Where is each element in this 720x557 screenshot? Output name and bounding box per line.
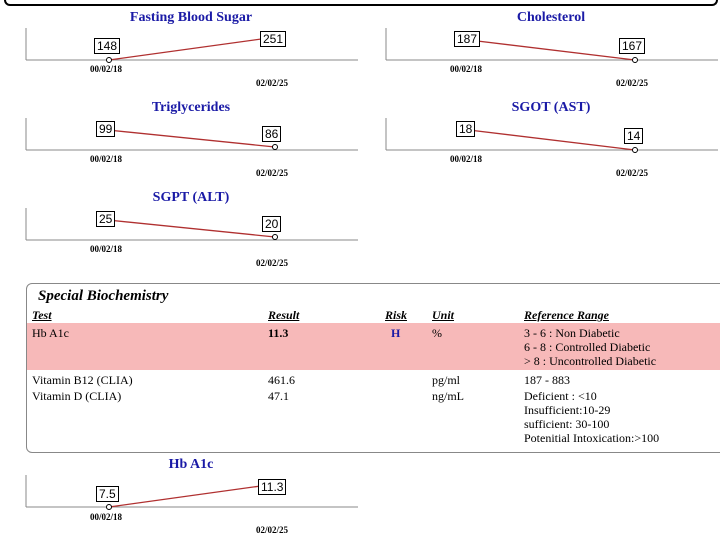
value-label: 187 [454,31,481,47]
value-label: 99 [96,121,116,137]
chart-plot [385,28,718,63]
value-label: 25 [96,211,116,227]
data-point [272,144,278,150]
header-reference: Reference Range [524,308,609,322]
reference-line: 3 - 6 : Non Diabetic [524,326,620,340]
unit: % [432,326,442,340]
date-label: 00/02/18 [450,64,483,74]
trend-line [468,129,636,151]
chart-sgpt-alt: SGPT (ALT) 25 20 00/02/18 02/02/25 [25,190,366,268]
reference-line: Deficient : <10 [524,389,597,403]
chart-triglycerides: Triglycerides 99 86 00/02/18 02/02/25 [25,100,366,178]
chart-plot [25,475,358,510]
date-label: 02/02/25 [256,78,289,88]
header-result: Result [268,308,300,322]
data-point [272,234,278,240]
data-point [632,147,638,153]
reference-line: Potenitial Intoxication:>100 [524,431,660,445]
test-name: Vitamin D (CLIA) [32,389,122,403]
value-label: 86 [262,126,282,142]
chart-sgot-ast: SGOT (AST) 18 14 00/02/18 02/02/25 [385,100,720,178]
result-value: 11.3 [268,326,289,340]
date-label: 02/02/25 [616,78,649,88]
date-label: 00/02/18 [90,64,123,74]
date-label: 02/02/25 [256,258,289,268]
reference-line: 6 - 8 : Controlled Diabetic [524,340,651,354]
chart-plot [25,28,358,63]
chart-plot [25,208,358,241]
result-value: 47.1 [268,389,289,403]
trend-line [108,36,277,61]
date-label: 00/02/18 [90,244,123,254]
chart-title: SGPT (ALT) [152,190,230,205]
test-name: Vitamin B12 (CLIA) [32,373,133,387]
header-unit: Unit [432,308,455,322]
header-test: Test [32,308,52,322]
date-label: 02/02/25 [256,525,289,535]
test-name: Hb A1c [32,326,69,340]
value-label: 14 [624,128,644,144]
trend-line [107,129,276,148]
value-label: 11.3 [258,479,287,495]
special-biochemistry-panel [26,283,720,453]
value-label: 20 [262,216,282,232]
reference-line: > 8 : Uncontrolled Diabetic [524,354,657,368]
reference-line: Insufficient:10-29 [524,403,611,417]
reference-line: 187 - 883 [524,373,570,387]
trend-line [468,39,636,61]
risk-flag: H [391,326,401,340]
value-label: 7.5 [96,486,119,502]
chart-title: SGOT (AST) [511,100,591,115]
chart-plot [385,118,718,153]
unit: ng/mL [432,389,464,403]
date-label: 02/02/25 [616,168,649,178]
header-risk: Risk [385,308,408,322]
date-label: 00/02/18 [450,154,483,164]
chart-cholesterol: Cholesterol 187 167 00/02/18 02/02/25 [385,10,720,88]
date-label: 00/02/18 [90,512,123,522]
chart-plot [25,118,358,151]
trend-line [108,483,276,508]
highlight-row [27,323,720,370]
date-label: 00/02/18 [90,154,123,164]
chart-hb-a1c: Hb A1c 7.5 11.3 00/02/18 02/02/25 [25,457,366,535]
data-point [106,57,112,63]
chart-fasting-blood-sugar: Fasting Blood Sugar 148 251 00/02/18 02/… [25,10,366,88]
data-point [632,57,638,63]
value-label: 18 [456,121,476,137]
reference-line: sufficient: 30-100 [524,417,610,431]
chart-title: Fasting Blood Sugar [129,10,253,25]
page-frame [4,0,718,6]
value-label: 167 [619,38,646,54]
trend-line [107,219,276,238]
value-label: 251 [260,31,287,47]
unit: pg/ml [432,373,461,387]
data-point [106,504,112,510]
value-label: 148 [94,38,121,54]
chart-title: Triglycerides [151,100,231,115]
result-value: 461.6 [268,373,295,387]
chart-title: Cholesterol [516,10,586,25]
chart-title: Hb A1c [168,457,214,472]
section-title: Special Biochemistry [38,288,169,304]
date-label: 02/02/25 [256,168,289,178]
